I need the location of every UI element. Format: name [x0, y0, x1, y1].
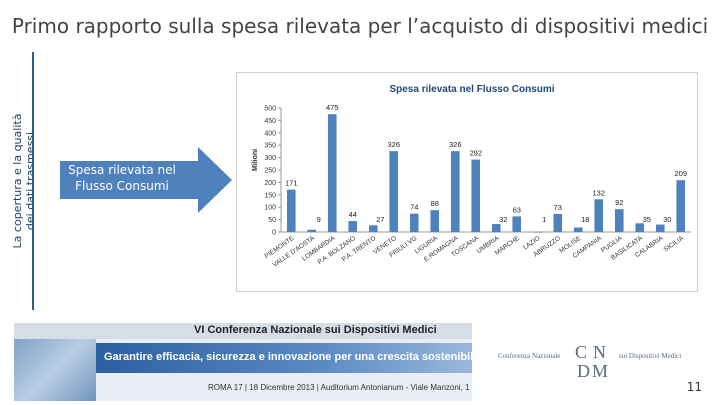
- bar-p-a-trento: [368, 225, 378, 232]
- data-label: 63: [513, 205, 521, 214]
- data-label: 74: [410, 203, 418, 212]
- bar-liguria: [430, 210, 440, 232]
- bar-lazio: [532, 231, 542, 233]
- data-label: 27: [376, 215, 384, 224]
- y-tick-label: 0: [272, 230, 276, 237]
- data-label: 171: [285, 179, 298, 188]
- y-tick-label: 500: [264, 106, 276, 113]
- data-label: 326: [449, 140, 462, 149]
- bar-piemonte: [286, 189, 296, 232]
- data-label: 88: [431, 199, 439, 208]
- data-label: 92: [615, 198, 623, 207]
- bar-calabria: [655, 224, 665, 232]
- y-tick-label: 200: [264, 180, 276, 187]
- arrow-callout-line2: Flusso Consumi: [75, 179, 169, 193]
- y-tick-label: 50: [268, 217, 276, 224]
- svg-text:N: N: [593, 342, 606, 362]
- logo-text-right: sui Dispositivi Medici: [619, 352, 682, 360]
- y-tick-label: 450: [264, 118, 276, 125]
- bar-p-a-bolzano: [348, 221, 358, 232]
- banner-motto-strip: [96, 343, 472, 373]
- banner-image: [14, 339, 96, 401]
- svg-text:M: M: [592, 361, 608, 380]
- bar-campania: [594, 199, 604, 232]
- bar-valle-d-aosta: [307, 229, 317, 232]
- data-label: 44: [349, 210, 357, 219]
- data-label: 132: [592, 188, 605, 197]
- bar-veneto: [389, 151, 399, 232]
- banner-conference-name: VI Conferenza Nazionale sui Dispositivi …: [194, 324, 437, 336]
- bar-abruzzo: [553, 213, 563, 232]
- cndm-logo-icon: C N D M: [575, 342, 608, 380]
- y-tick-label: 250: [264, 168, 276, 175]
- data-label: 1: [542, 215, 546, 224]
- data-label: 30: [663, 215, 671, 224]
- side-divider: [32, 52, 34, 310]
- data-label: 9: [317, 215, 321, 224]
- side-label-line1: La copertura e la qualità: [11, 113, 24, 249]
- bar-lombardia: [327, 114, 337, 232]
- side-label-line2: dei dati trasmessi: [24, 131, 37, 231]
- bar-puglia: [614, 209, 624, 232]
- data-label: 209: [674, 169, 687, 178]
- data-label: 326: [387, 140, 400, 149]
- right-arrow-shape: [60, 147, 232, 213]
- svg-text:C: C: [575, 342, 587, 362]
- x-category-label: SICILIA: [663, 235, 686, 254]
- data-label: 292: [469, 149, 482, 158]
- bar-toscana: [471, 159, 481, 232]
- bar-marche: [512, 216, 522, 232]
- bar-friuli-vg: [409, 213, 419, 232]
- arrow-body: [60, 147, 232, 213]
- y-tick-label: 300: [264, 155, 276, 162]
- chart-title: Spesa rilevata nel Flusso Consumi: [389, 84, 554, 95]
- chart-canvas: Spesa rilevata nel Flusso Consumi Milion…: [252, 84, 691, 269]
- bar-molise: [573, 227, 583, 232]
- arrow-callout-line1: Spesa rilevata nel: [68, 163, 176, 177]
- y-tick-label: 100: [264, 205, 276, 212]
- y-tick-label: 350: [264, 143, 276, 150]
- logo-text-left: Conferenza Nazionale: [498, 352, 561, 360]
- conference-banner: VI Conferenza Nazionale sui Dispositivi …: [14, 323, 472, 401]
- data-label: 18: [581, 215, 589, 224]
- svg-text:D: D: [577, 361, 590, 380]
- side-label: La copertura e la qualità dei dati trasm…: [0, 52, 48, 310]
- bar-chart: Spesa rilevata nel Flusso Consumi Milion…: [236, 72, 698, 292]
- bar-e-romagna: [450, 151, 460, 232]
- banner-motto: Garantire efficacia, sicurezza e innovaz…: [104, 351, 472, 363]
- slide-title: Primo rapporto sulla spesa rilevata per …: [11, 14, 709, 38]
- bar-umbria: [491, 224, 501, 232]
- page-number: 11: [686, 380, 702, 394]
- chart-ylabel: Milioni: [252, 149, 259, 171]
- bar-basilicata: [635, 223, 645, 232]
- y-tick-label: 150: [264, 192, 276, 199]
- banner-header-bar: [14, 323, 472, 339]
- banner-venue: ROMA 17 | 18 Dicembre 2013 | Auditorium …: [208, 383, 470, 392]
- data-label: 475: [326, 103, 339, 112]
- data-label: 73: [554, 203, 562, 212]
- y-tick-label: 400: [264, 130, 276, 137]
- bar-sicilia: [676, 180, 686, 232]
- data-label: 32: [499, 215, 507, 224]
- data-label: 35: [643, 215, 651, 224]
- arrow-callout-text: Spesa rilevata nel Flusso Consumi: [62, 162, 182, 194]
